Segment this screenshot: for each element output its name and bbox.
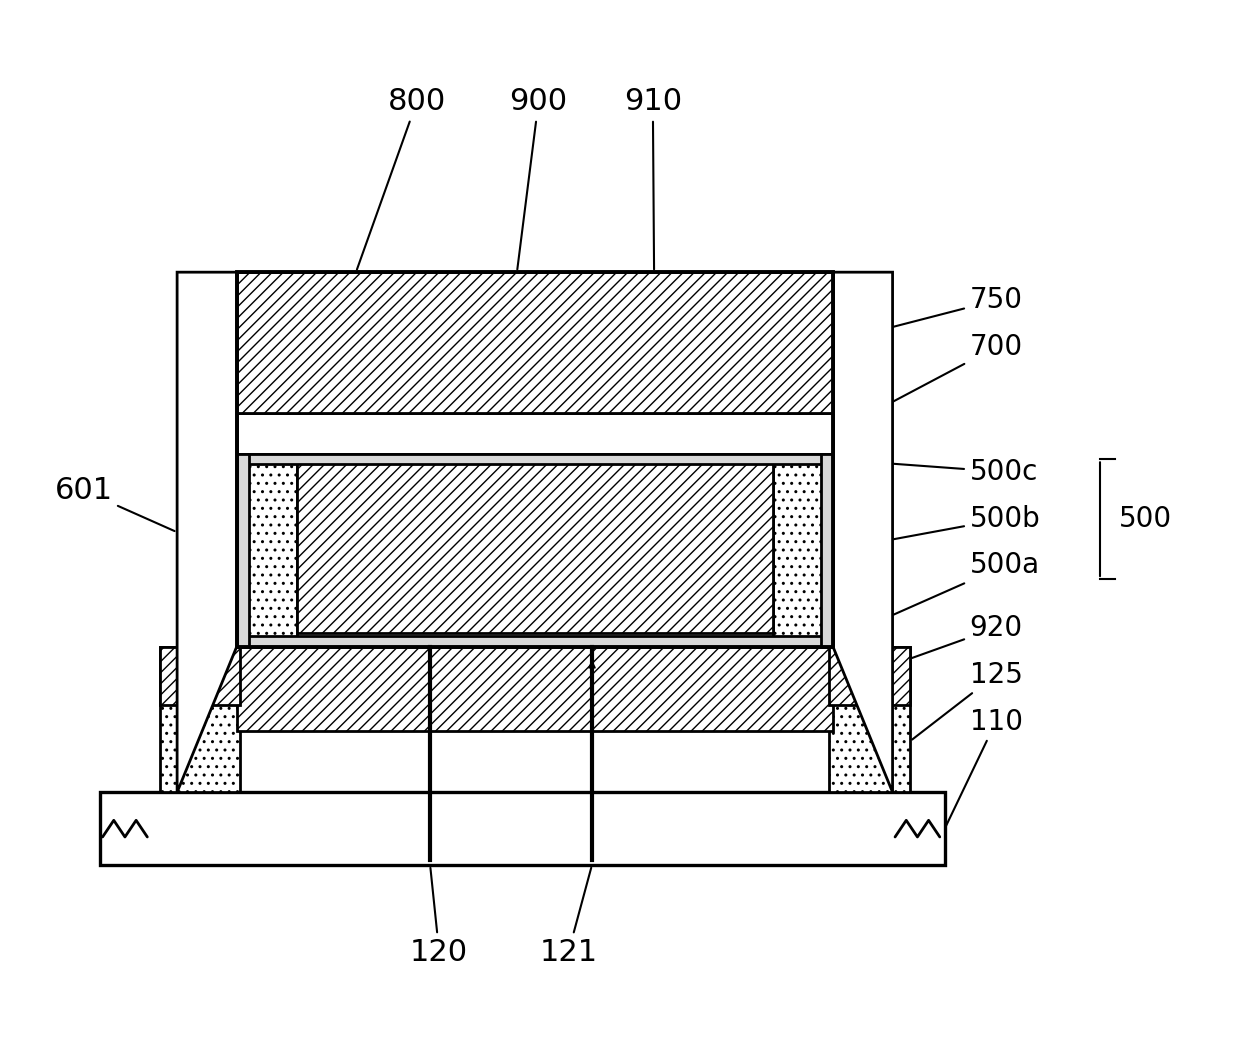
Polygon shape <box>177 272 236 793</box>
Text: 121: 121 <box>539 867 598 967</box>
Text: 500: 500 <box>1119 505 1172 533</box>
Text: 910: 910 <box>624 87 682 270</box>
Text: 601: 601 <box>54 476 175 531</box>
Text: 500c: 500c <box>835 457 1037 486</box>
Bar <box>829 646 909 705</box>
Text: 125: 125 <box>912 661 1022 740</box>
Bar <box>236 454 249 646</box>
Bar <box>236 412 833 454</box>
Text: 500a: 500a <box>835 551 1040 641</box>
Bar <box>236 454 296 646</box>
Bar <box>100 793 945 865</box>
Text: 900: 900 <box>510 87 568 270</box>
Text: 110: 110 <box>946 707 1022 826</box>
Bar <box>236 637 833 646</box>
Bar <box>829 646 909 793</box>
Bar <box>236 272 833 646</box>
Text: 700: 700 <box>835 333 1022 432</box>
Text: 750: 750 <box>835 287 1022 341</box>
Text: 800: 800 <box>357 87 446 270</box>
Bar <box>236 454 833 465</box>
Bar <box>236 642 833 731</box>
Bar <box>236 272 833 412</box>
Text: 920: 920 <box>835 613 1022 685</box>
Bar <box>820 454 833 646</box>
Text: 500b: 500b <box>835 505 1040 550</box>
Bar <box>296 464 772 632</box>
Bar <box>160 646 240 793</box>
Bar <box>772 454 833 646</box>
Bar <box>160 646 240 705</box>
Polygon shape <box>833 272 893 793</box>
Text: 120: 120 <box>411 867 468 967</box>
